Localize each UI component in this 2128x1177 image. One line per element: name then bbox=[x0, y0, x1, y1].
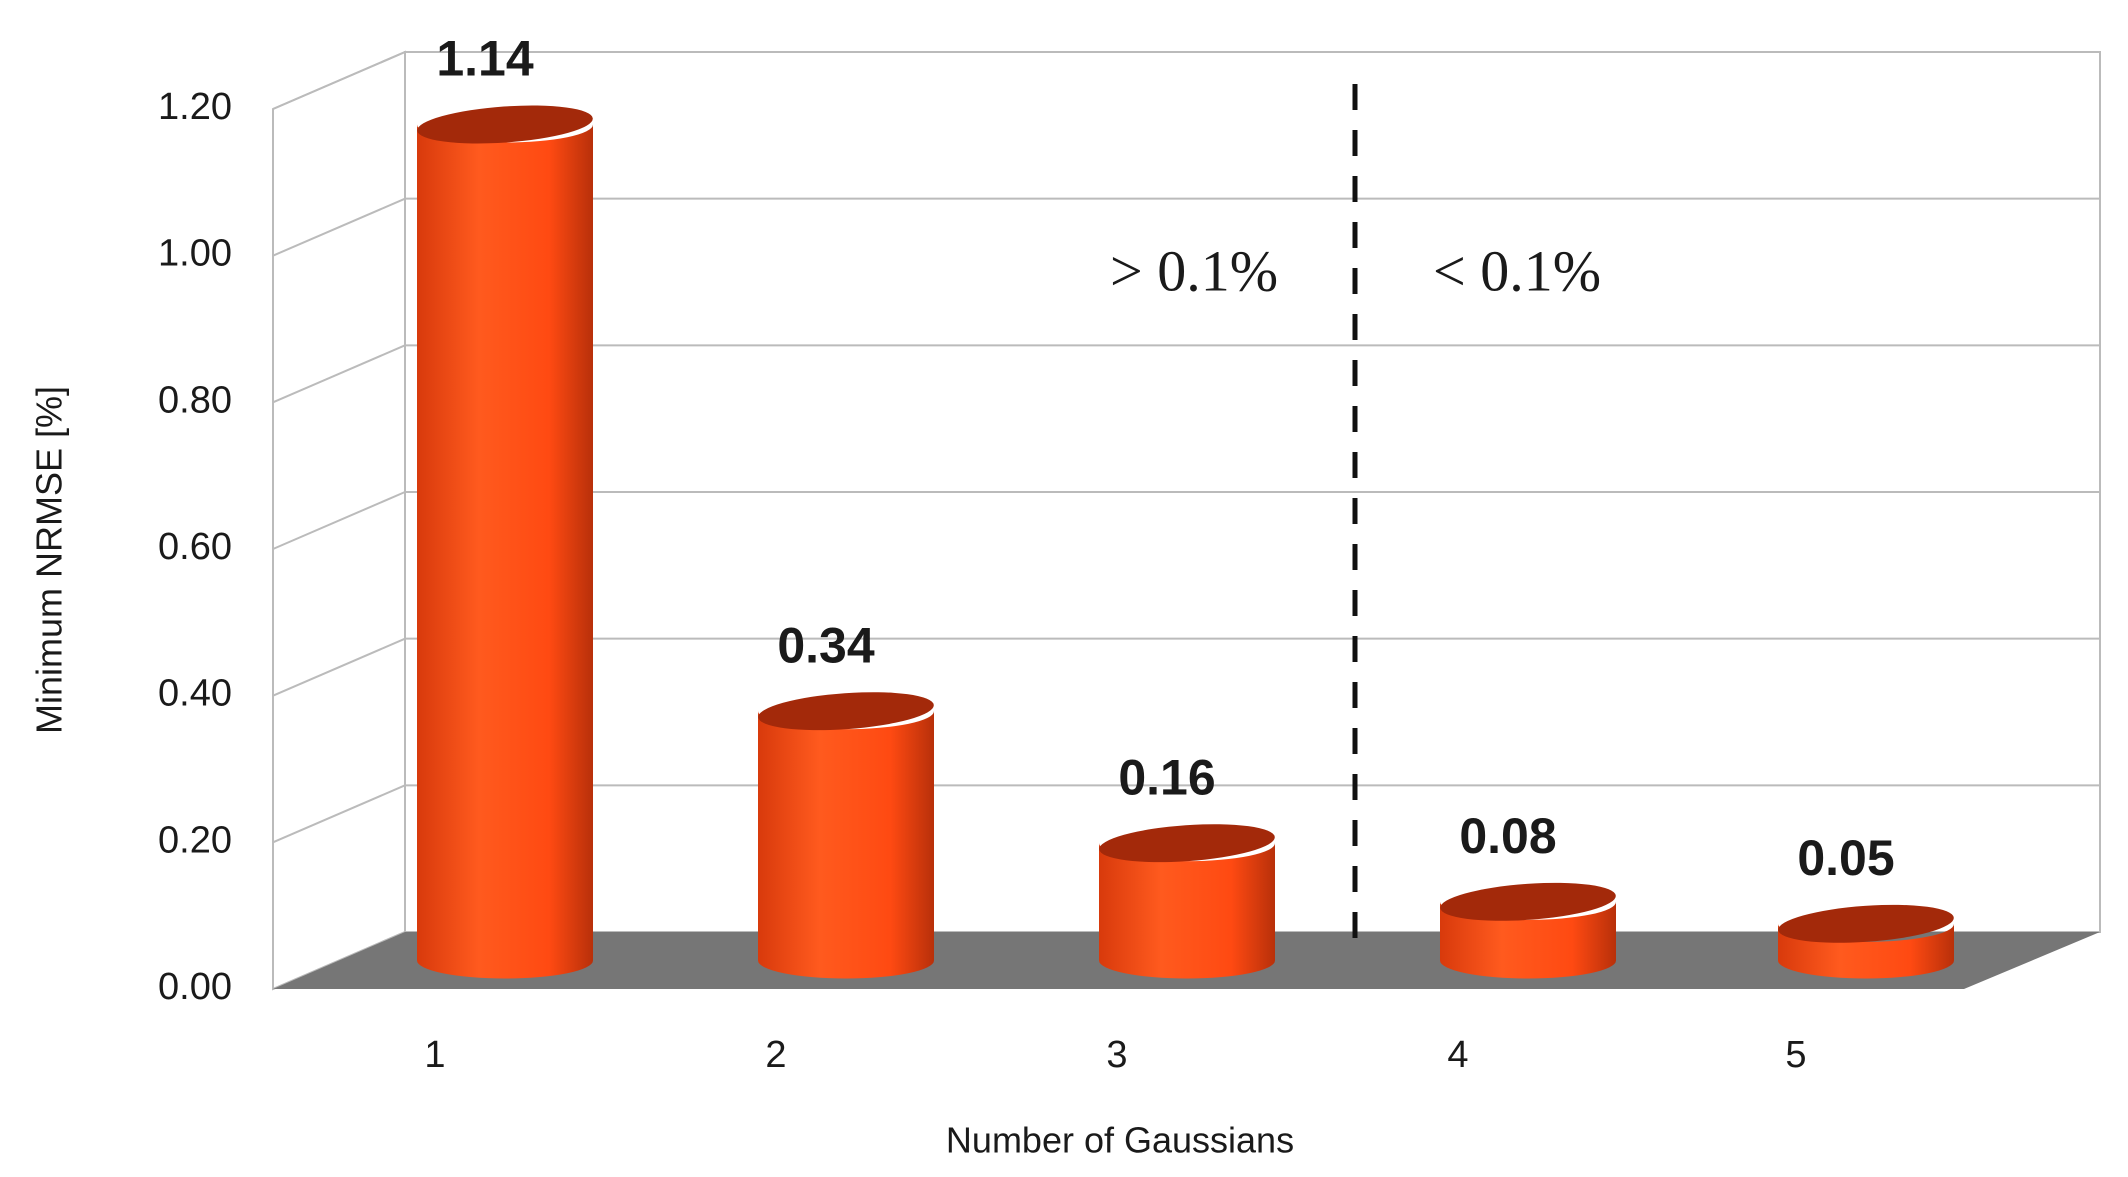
grid-line bbox=[272, 344, 406, 404]
value-label: 0.05 bbox=[1797, 830, 1894, 886]
value-label: 0.34 bbox=[777, 617, 875, 673]
bar bbox=[758, 711, 935, 979]
x-axis-label: Number of Gaussians bbox=[946, 1120, 1294, 1161]
x-tick-label: 1 bbox=[424, 1034, 445, 1076]
y-tick-label: 0.60 bbox=[158, 526, 232, 568]
grid-line bbox=[272, 784, 406, 844]
bar bbox=[1099, 843, 1275, 979]
y-tick-label: 0.40 bbox=[158, 673, 232, 715]
grid-line bbox=[272, 637, 406, 697]
y-axis-label: Minimum NRMSE [%] bbox=[29, 386, 70, 734]
x-tick-label: 4 bbox=[1447, 1034, 1468, 1076]
y-tick-label: 1.20 bbox=[158, 86, 232, 128]
value-label: 0.16 bbox=[1118, 749, 1215, 805]
bar-top bbox=[1440, 882, 1616, 921]
bar bbox=[417, 124, 593, 979]
x-tick-label: 3 bbox=[1106, 1034, 1127, 1076]
x-tick-label: 5 bbox=[1785, 1034, 1806, 1076]
bar bbox=[1778, 923, 1954, 979]
value-label: 1.14 bbox=[436, 31, 534, 87]
grid-line bbox=[272, 491, 406, 550]
bar-top bbox=[417, 105, 593, 144]
bar bbox=[1440, 901, 1616, 979]
x-tick-label: 2 bbox=[765, 1034, 786, 1076]
y-tick-label: 0.20 bbox=[158, 819, 232, 861]
bar-top bbox=[758, 692, 934, 731]
y-tick-label: 1.00 bbox=[158, 233, 232, 275]
y-tick-label: 0.80 bbox=[158, 379, 232, 421]
grid-line bbox=[272, 51, 406, 110]
y-tick-label: 0.00 bbox=[158, 966, 232, 1008]
annotation: > 0.1% bbox=[1110, 238, 1278, 303]
annotation: < 0.1% bbox=[1433, 238, 1601, 303]
bar-top bbox=[1099, 824, 1275, 863]
bar-top bbox=[1778, 904, 1954, 943]
value-label: 0.08 bbox=[1459, 808, 1556, 864]
grid-line bbox=[272, 197, 406, 257]
